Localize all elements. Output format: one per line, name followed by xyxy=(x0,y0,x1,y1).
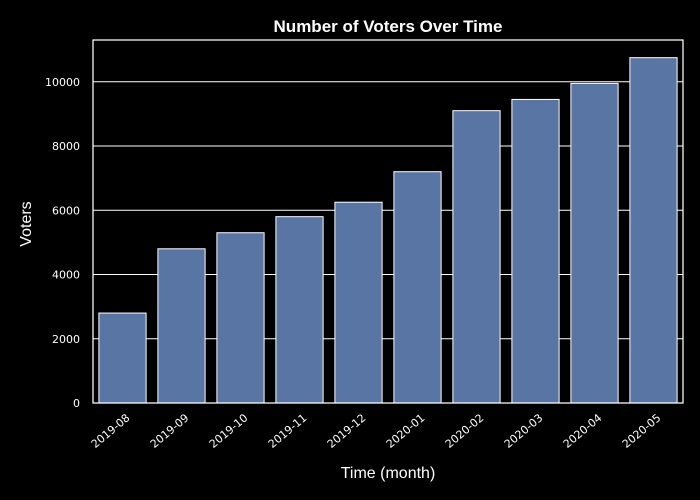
bar-2020-01 xyxy=(393,171,442,404)
y-tick-label: 0 xyxy=(73,397,80,410)
bar-2020-05 xyxy=(629,57,678,404)
plot-frame xyxy=(92,39,684,404)
y-axis-label: Voters xyxy=(18,201,35,246)
bar-2020-03 xyxy=(511,98,560,404)
y-tick-label: 4000 xyxy=(52,269,80,282)
bar-2020-02 xyxy=(452,110,501,404)
bar-2019-08 xyxy=(98,312,147,404)
y-tick-label: 10000 xyxy=(45,76,80,89)
y-tick-label: 2000 xyxy=(52,333,80,346)
chart-title: Number of Voters Over Time xyxy=(274,17,503,36)
bars xyxy=(98,57,678,404)
x-axis-label: Time (month) xyxy=(341,465,436,482)
bar-2019-11 xyxy=(275,216,324,404)
bar-2019-12 xyxy=(334,201,383,404)
y-tick-labels: 0 2000 4000 6000 8000 10000 xyxy=(45,76,80,410)
bar-2019-09 xyxy=(157,248,206,404)
bar-2020-04 xyxy=(570,82,619,404)
y-tick-label: 6000 xyxy=(52,204,80,217)
bar-2019-10 xyxy=(216,232,265,404)
y-tick-label: 8000 xyxy=(52,140,80,153)
